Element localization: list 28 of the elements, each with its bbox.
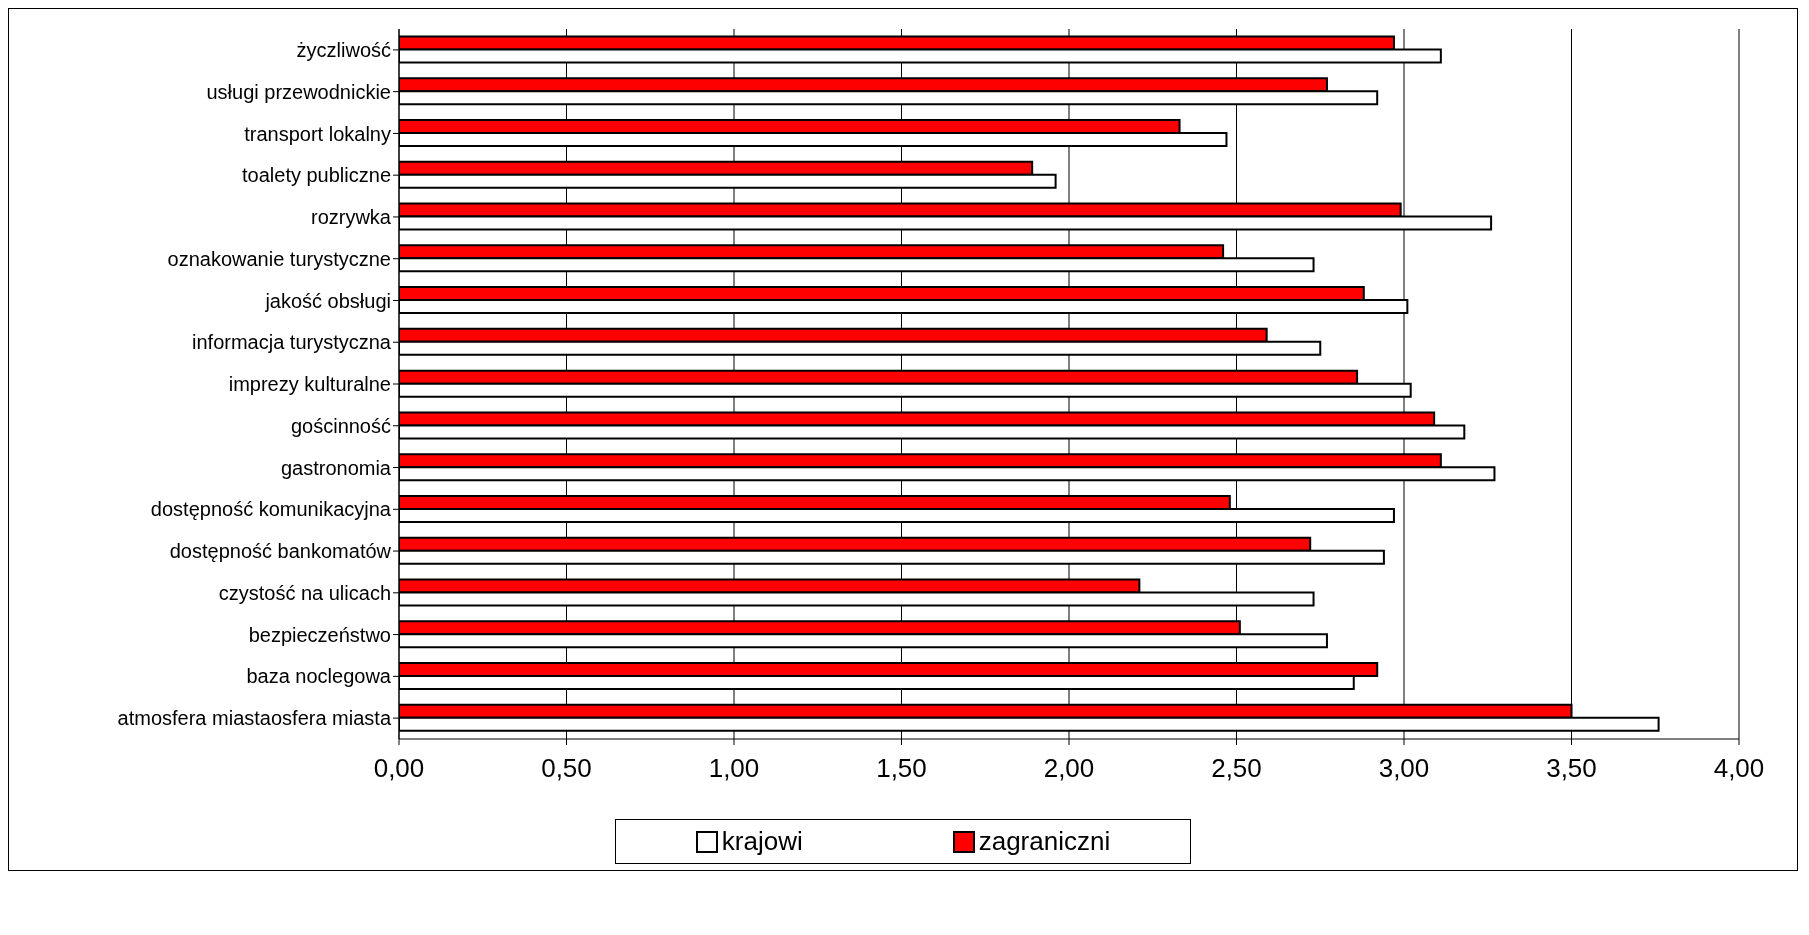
- y-tick-label: dostępność bankomatów: [169, 540, 392, 563]
- y-tick-label: dostępność komunikacyjna: [150, 498, 392, 521]
- x-tick-label: 2,50: [1211, 753, 1262, 784]
- y-tick-label: toalety publiczne: [242, 164, 391, 187]
- y-tick-label: imprezy kulturalne: [228, 373, 391, 396]
- y-tick-label: usługi przewodnickie: [206, 80, 391, 103]
- x-tick-label: 4,00: [1713, 753, 1765, 784]
- y-tick-label: transport lokalny: [244, 122, 391, 145]
- legend-label: zagraniczni: [978, 826, 1111, 857]
- y-tick-label: gastronomia: [280, 456, 392, 479]
- x-tick-label: 2,00: [1043, 753, 1095, 784]
- y-tick-label: bezpieczeństwo: [248, 623, 391, 646]
- y-tick-label: jakość obsługi: [264, 289, 391, 312]
- x-tick-label: 0,50: [541, 753, 592, 784]
- x-tick-label: 0,00: [373, 753, 425, 784]
- y-tick-label: rozrywka: [310, 206, 392, 229]
- x-tick-label: 3,00: [1378, 753, 1430, 784]
- y-tick-label: informacja turystyczna: [192, 331, 392, 354]
- x-tick-label: 1,00: [708, 753, 760, 784]
- x-tick-label: 1,50: [876, 753, 927, 784]
- y-tick-label: baza noclegowa: [246, 665, 392, 688]
- x-tick-label: 3,50: [1546, 753, 1597, 784]
- y-tick-label: życzliwość: [296, 38, 391, 61]
- y-tick-label: oznakowanie turystyczne: [167, 247, 391, 270]
- y-tick-label: gościnność: [290, 414, 391, 437]
- y-tick-label: atmosfera miastaosfera miasta: [117, 707, 392, 730]
- legend-label: krajowi: [721, 826, 803, 857]
- y-tick-label: czystość na ulicach: [218, 581, 391, 604]
